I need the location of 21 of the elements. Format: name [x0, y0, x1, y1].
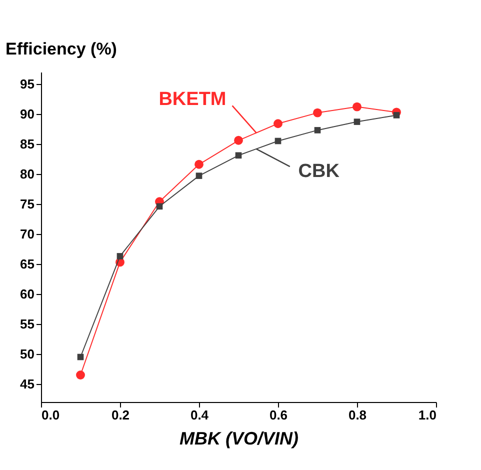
series-label: CBK [298, 160, 340, 182]
y-tick-label: 90 [20, 106, 34, 122]
y-tick-label: 55 [20, 316, 34, 332]
series-label: BKETM [158, 88, 226, 110]
y-tick-label: 80 [20, 166, 34, 182]
x-tick-label: 0.2 [111, 408, 130, 422]
x-tick-label: 0.4 [190, 408, 210, 422]
x-tick-label: 0.6 [269, 408, 288, 422]
y-tick-label: 45 [20, 376, 34, 392]
y-tick-label: 50 [20, 346, 34, 362]
x-tick-label: 0.0 [42, 408, 60, 422]
x-axis-title: MBK (VO/VIN) [180, 428, 298, 448]
x-tick-label: 1.0 [418, 408, 436, 422]
y-tick-label: 65 [20, 256, 34, 272]
y-tick-label: 95 [20, 76, 34, 92]
y-tick-label: 70 [20, 226, 34, 242]
y-tick-label: 75 [20, 196, 34, 212]
x-tick-label: 0.8 [348, 408, 367, 422]
y-axis-title: Efficiency (%) [6, 40, 117, 58]
y-tick-label: 60 [20, 286, 34, 302]
y-tick-label: 85 [20, 136, 34, 152]
